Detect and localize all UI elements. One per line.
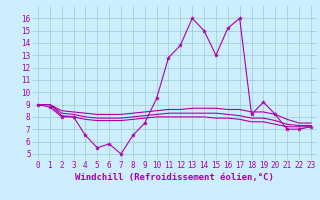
X-axis label: Windchill (Refroidissement éolien,°C): Windchill (Refroidissement éolien,°C)	[75, 173, 274, 182]
